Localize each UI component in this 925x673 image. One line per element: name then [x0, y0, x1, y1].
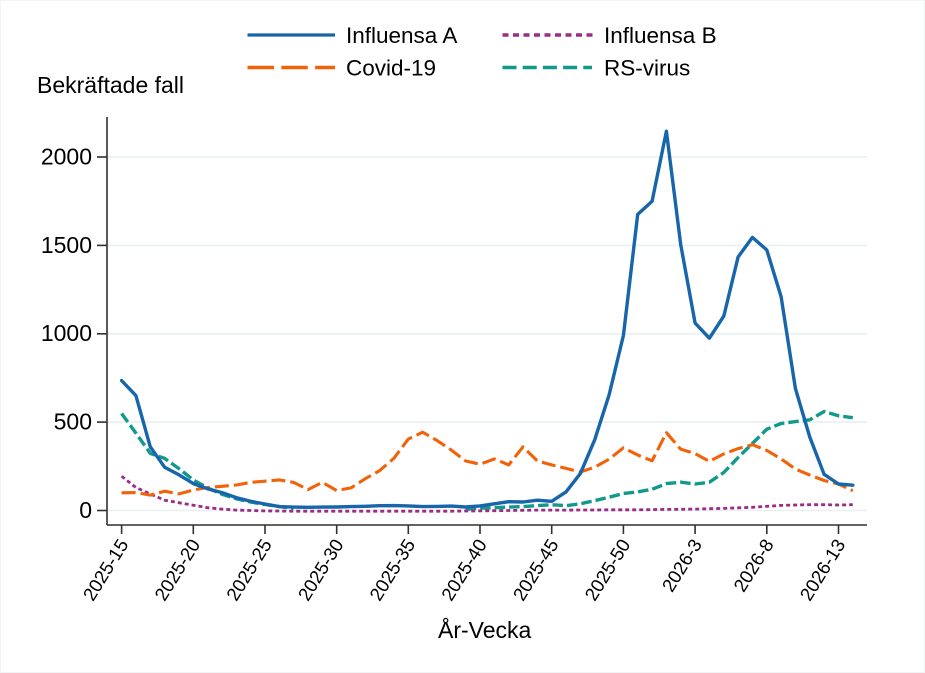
svg-text:Influensa B: Influensa B [604, 23, 717, 48]
svg-text:Covid-19: Covid-19 [346, 56, 436, 81]
svg-text:Bekräftade fall: Bekräftade fall [37, 72, 184, 98]
svg-text:1500: 1500 [41, 232, 92, 258]
svg-text:Influensa A: Influensa A [346, 23, 457, 48]
svg-text:2000: 2000 [41, 144, 92, 170]
svg-text:0: 0 [79, 497, 92, 523]
svg-text:RS-virus: RS-virus [604, 56, 690, 81]
svg-text:1000: 1000 [41, 320, 92, 346]
svg-text:År-Vecka: År-Vecka [438, 616, 532, 643]
svg-text:500: 500 [54, 409, 92, 435]
